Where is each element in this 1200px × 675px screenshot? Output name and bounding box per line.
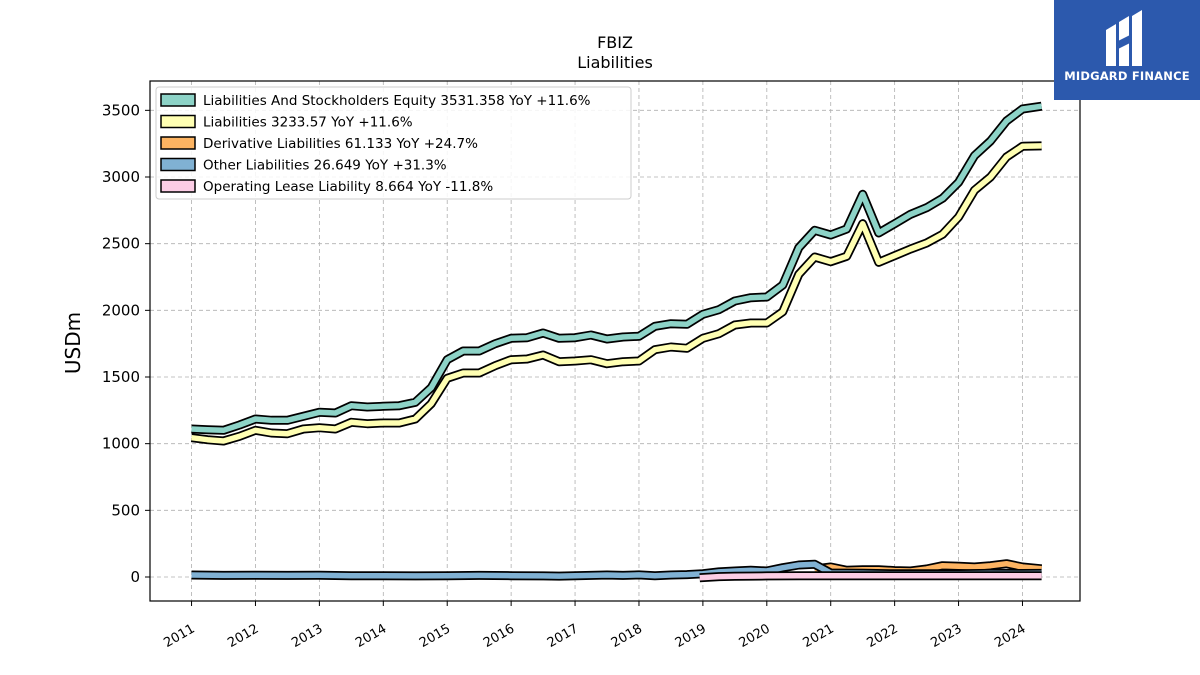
series-operating-lease-liability [699,571,1042,583]
y-tick-label: 500 [111,501,140,519]
y-tick-label: 1000 [102,435,140,453]
series-layer [190,101,1043,583]
x-tick-label: 2014 [353,621,389,651]
y-tick-label: 2500 [102,235,140,253]
legend-item: Liabilities And Stockholders Equity 3531… [160,93,591,109]
legend-swatch [160,136,196,150]
series-line [191,143,1042,444]
x-tick-label: 2024 [992,621,1028,651]
legend-swatch [160,114,196,129]
legend-swatch [160,93,196,107]
x-tick-label: 2011 [161,621,197,651]
y-tick-label: 3000 [102,168,140,186]
chart-title: FBIZ [597,33,633,52]
legend-swatch [160,157,196,172]
x-tick-label: 2017 [545,621,581,651]
legend-label: Liabilities And Stockholders Equity 3531… [203,93,591,109]
x-tick-label: 2016 [481,621,517,651]
x-tick-label: 2015 [417,621,453,651]
y-tick-label: 1500 [102,368,140,386]
brand-name: MIDGARD FINANCE [1064,69,1190,83]
x-tick-label: 2018 [609,621,645,651]
series-liabilities [190,141,1042,446]
y-axis: 0 500 1000 1500 2000 2500 3000 3500 [102,101,150,586]
y-axis-label: USDm [61,312,85,374]
x-tick-label: 2019 [673,621,709,651]
series-line [191,103,1042,434]
legend-item: Operating Lease Liability 8.664 YoY -11.… [160,179,493,195]
x-tick-label: 2020 [737,621,773,651]
legend-label: Other Liabilities 26.649 YoY +31.3% [203,158,447,174]
legend-swatch [160,179,196,193]
legend-item: Other Liabilities 26.649 YoY +31.3% [160,157,447,174]
series-line [699,572,1042,581]
legend-item: Liabilities 3233.57 YoY +11.6% [160,114,413,131]
legend: Liabilities And Stockholders Equity 3531… [155,86,632,200]
legend-label: Liabilities 3233.57 YoY +11.6% [203,115,413,131]
x-tick-label: 2013 [289,621,325,651]
y-tick-label: 3500 [102,101,140,119]
x-tick-label: 2023 [928,621,964,651]
series-liabilities-and-stockholders-equity [191,101,1043,435]
midgard-logo-icon [1106,10,1142,66]
y-tick-label: 0 [130,568,140,586]
x-tick-label: 2021 [801,621,837,651]
legend-item: Derivative Liabilities 61.133 YoY +24.7% [160,136,478,152]
midgard-logo: MIDGARD FINANCE [1054,0,1200,100]
y-tick-label: 2000 [102,301,140,319]
chart-subtitle: Liabilities [577,53,653,72]
x-tick-label: 2022 [864,621,900,651]
legend-label: Operating Lease Liability 8.664 YoY -11.… [203,179,493,195]
x-tick-label: 2012 [225,621,261,651]
x-axis: 2011 2012 2013 2014 2015 2016 2017 2018 2019 2020… [161,601,1028,651]
plot-frame [149,80,1081,602]
legend-label: Derivative Liabilities 61.133 YoY +24.7% [203,136,478,152]
legend-box [155,86,632,200]
